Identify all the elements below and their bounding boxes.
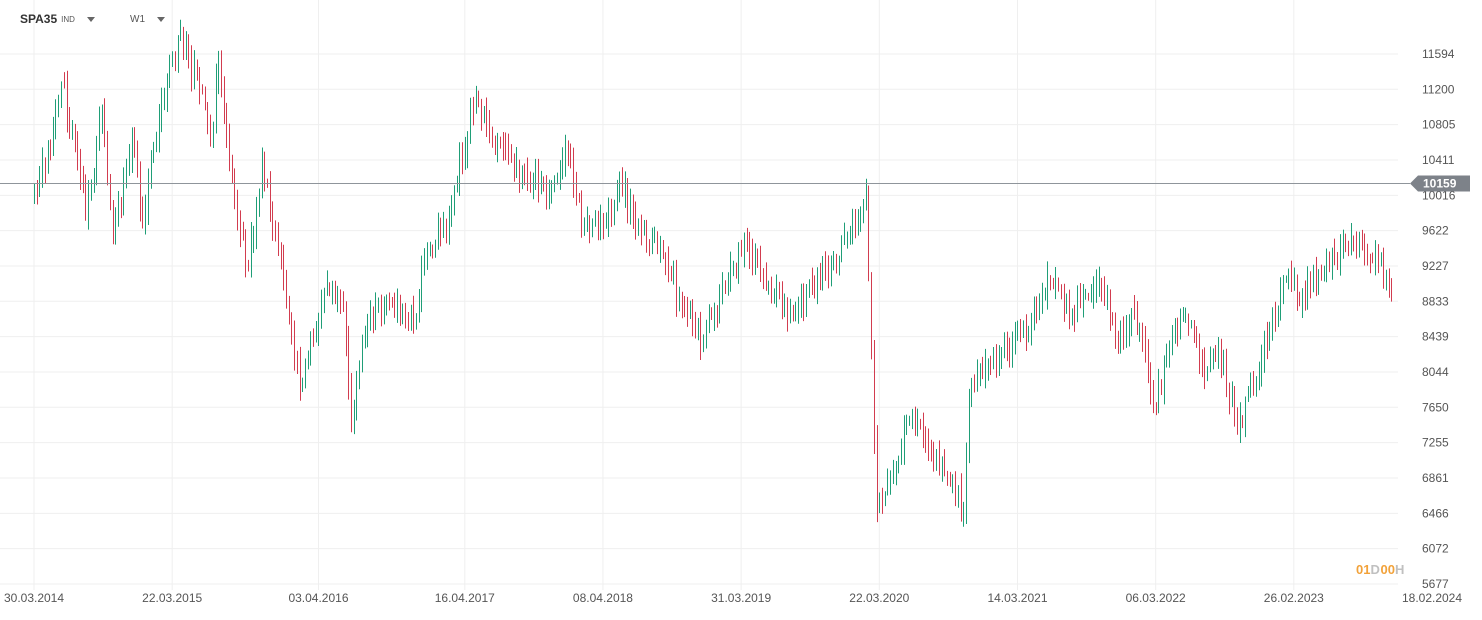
x-tick-label: 22.03.2020 (849, 591, 909, 605)
countdown-hours-unit: H (1394, 562, 1405, 577)
y-tick-label: 6861 (1422, 471, 1449, 485)
y-tick-label: 8439 (1422, 330, 1449, 344)
y-tick-label: 10805 (1422, 118, 1456, 132)
bar-countdown: 01D 00H (1356, 562, 1404, 577)
x-tick-label: 03.04.2016 (288, 591, 348, 605)
timeframe-dropdown-caret-icon[interactable] (157, 16, 165, 22)
countdown-days: 01 (1356, 562, 1371, 577)
y-tick-label: 7650 (1422, 400, 1449, 414)
x-tick-label: 16.04.2017 (435, 591, 495, 605)
x-tick-label: 18.02.2024 (1402, 591, 1462, 605)
x-tick-label: 06.03.2022 (1126, 591, 1186, 605)
countdown-days-unit: D (1370, 562, 1380, 577)
x-tick-label: 08.04.2018 (573, 591, 633, 605)
x-tick-label: 26.02.2023 (1264, 591, 1324, 605)
current-price-label: 10159 (1423, 177, 1457, 191)
symbol-type-label: IND (61, 14, 75, 24)
y-tick-label: 5677 (1422, 577, 1449, 591)
y-tick-label: 11594 (1422, 47, 1455, 61)
price-bars (34, 19, 1392, 527)
x-tick-label: 30.03.2014 (4, 591, 64, 605)
y-tick-label: 8833 (1422, 294, 1449, 308)
countdown-hours: 00 (1380, 562, 1395, 577)
timeframe-label[interactable]: W1 (130, 13, 145, 25)
y-tick-label: 6072 (1422, 542, 1449, 556)
current-price-tag (1410, 175, 1470, 192)
x-tick-label: 14.03.2021 (987, 591, 1047, 605)
current-price-marker: 10159 (0, 175, 1470, 192)
chart-toolbar: SPA35 IND W1 (20, 10, 165, 28)
y-tick-label: 9227 (1422, 259, 1449, 273)
y-axis: 11594 11200 10805 10411 10016 9622 9227 8833 843… (1422, 47, 1456, 591)
x-axis: 30.03.2014 22.03.2015 03.04.2016 16.04.2017… (4, 591, 1462, 605)
y-tick-label: 10016 (1422, 188, 1456, 202)
y-tick-label: 9622 (1422, 224, 1449, 238)
y-tick-label: 7255 (1422, 436, 1449, 450)
symbol-dropdown-caret-icon[interactable] (86, 16, 95, 22)
symbol-label[interactable]: SPA35 (20, 12, 58, 26)
y-tick-label: 10411 (1422, 153, 1455, 167)
gridlines (0, 0, 1398, 590)
x-tick-label: 31.03.2019 (711, 591, 771, 605)
timeframe-selector[interactable]: W1 (130, 10, 165, 28)
y-tick-label: 8044 (1422, 365, 1449, 379)
y-tick-label: 6466 (1422, 506, 1449, 520)
x-tick-label: 22.03.2015 (142, 591, 202, 605)
y-tick-label: 11200 (1422, 82, 1455, 96)
